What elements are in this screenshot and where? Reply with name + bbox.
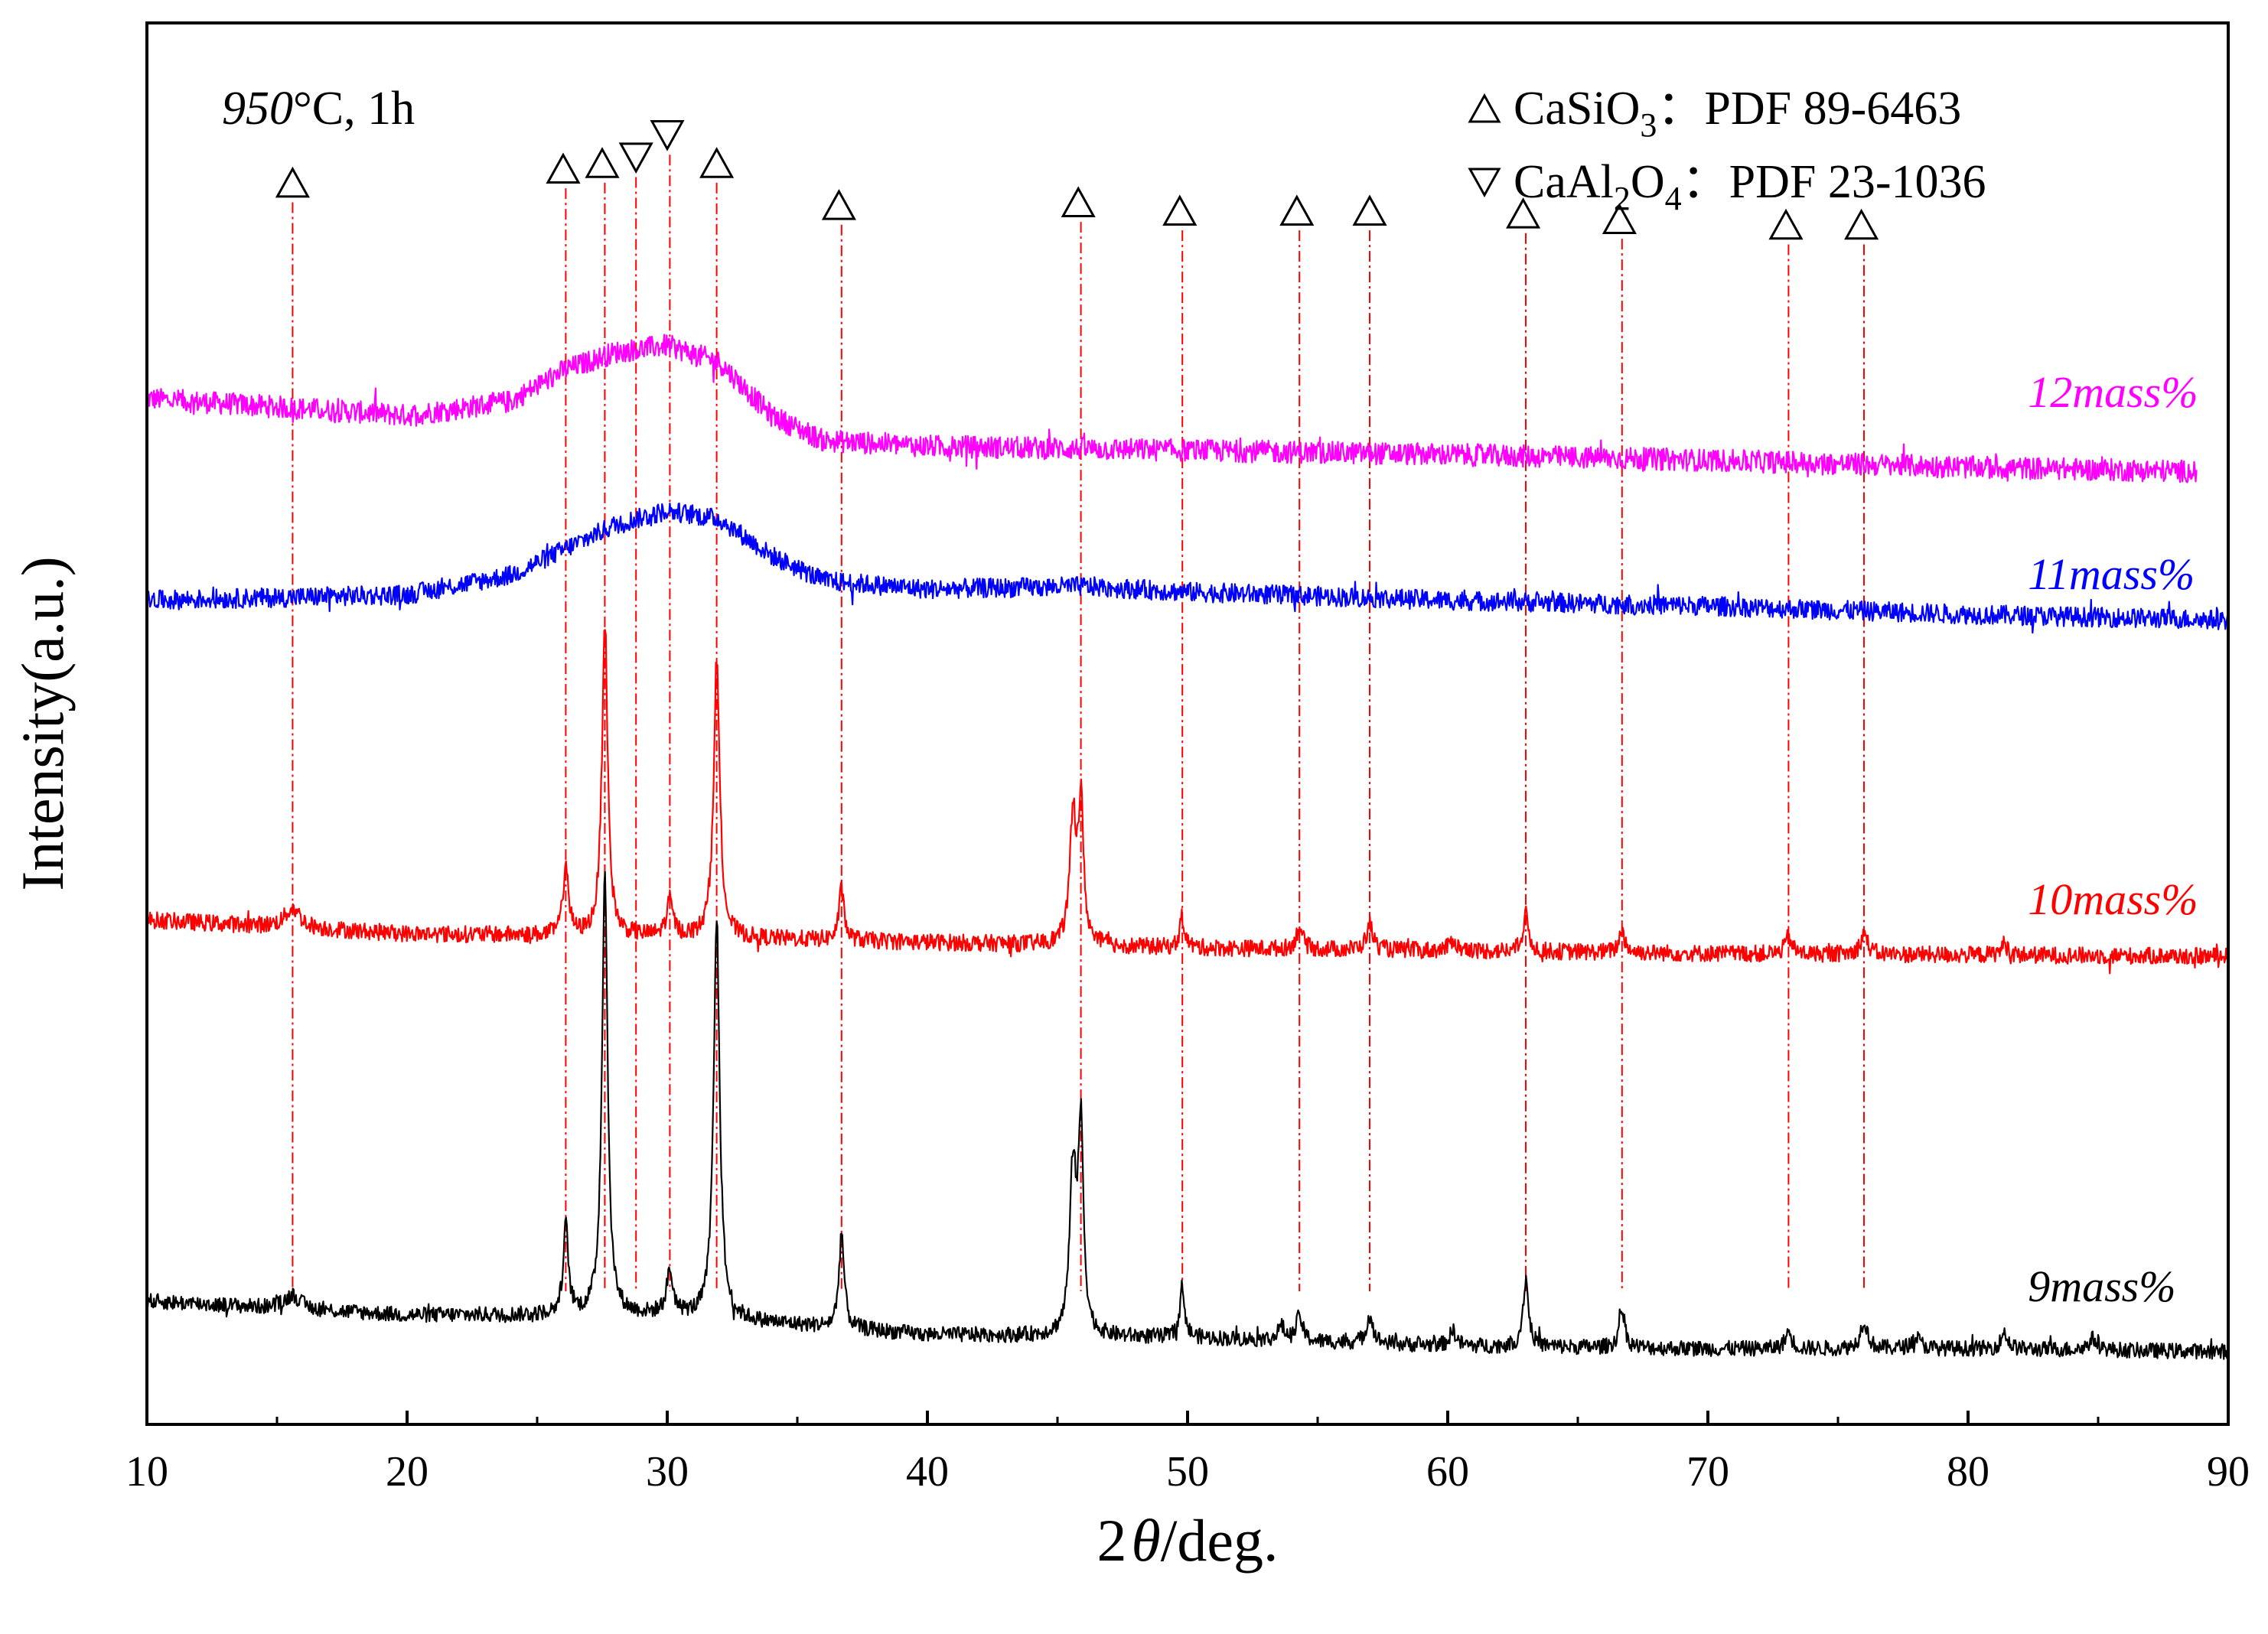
- series-label-9mass%: 9mass%: [2028, 1261, 2175, 1311]
- series-line-9mass%: [146, 871, 2229, 1360]
- legend: CaSiO3：PDF 89-6463 CaAl2O4：PDF 23-1036: [1468, 83, 1986, 217]
- x-axis: 10 20 30 40 50 60 70 80 90: [125, 1411, 2250, 1496]
- x-tick-label-60: 60: [1426, 1448, 1469, 1496]
- phase-marker-8: [1162, 194, 1198, 226]
- phase-marker-13: [1768, 208, 1804, 240]
- x-tick-label-40: 40: [906, 1448, 949, 1496]
- phase-marker-3: [618, 142, 653, 174]
- series-label-10mass%: 10mass%: [2028, 874, 2198, 924]
- legend-marker-1: [1468, 168, 1501, 198]
- x-tick-label-70: 70: [1686, 1448, 1729, 1496]
- legend-marker-0: [1468, 93, 1501, 123]
- phase-marker-14: [1844, 208, 1879, 240]
- series-label-12mass%: 12mass%: [2028, 367, 2198, 417]
- legend-entry-0: CaSiO3：PDF 89-6463: [1514, 83, 1961, 144]
- phase-marker-9: [1279, 194, 1315, 226]
- x-axis-title: 2θ/deg.: [1097, 1507, 1278, 1574]
- series-layer: [145, 334, 2229, 1360]
- phase-marker-1: [546, 152, 581, 184]
- y-axis-title: Intensity(a.u.): [9, 556, 76, 891]
- series-line-11mass%: [145, 502, 2229, 634]
- phase-marker-11: [1506, 197, 1541, 229]
- phase-marker-0: [275, 166, 310, 198]
- condition-annotation: 950°C, 1h: [222, 83, 415, 135]
- phase-marker-2: [585, 147, 620, 178]
- x-tick-label-20: 20: [386, 1448, 429, 1496]
- phase-marker-12: [1602, 203, 1637, 234]
- x-tick-label-30: 30: [646, 1448, 689, 1496]
- phase-markers: [275, 120, 1879, 240]
- phase-marker-4: [650, 120, 685, 151]
- series-labels: 12mass% 11mass% 10mass% 9mass%: [2028, 367, 2198, 1311]
- series-label-11mass%: 11mass%: [2028, 549, 2195, 599]
- phase-marker-10: [1352, 194, 1387, 226]
- series-line-10mass%: [145, 629, 2229, 975]
- series-line-12mass%: [146, 334, 2198, 483]
- legend-entry-1: CaAl2O4：PDF 23-1036: [1514, 156, 1986, 217]
- x-tick-label-50: 50: [1166, 1448, 1209, 1496]
- x-tick-label-10: 10: [125, 1448, 168, 1496]
- x-tick-label-90: 90: [2207, 1448, 2250, 1496]
- phase-marker-5: [699, 147, 735, 178]
- phase-marker-6: [821, 189, 856, 220]
- x-tick-label-80: 80: [1947, 1448, 1989, 1496]
- reference-lines: [292, 155, 1865, 1291]
- phase-marker-7: [1061, 186, 1096, 217]
